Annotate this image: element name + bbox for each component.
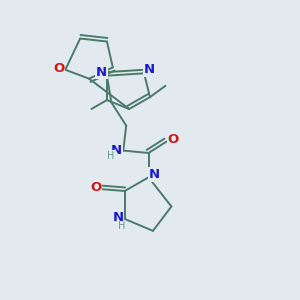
Text: N: N <box>96 66 107 79</box>
Text: O: O <box>53 62 64 75</box>
Text: H: H <box>118 221 125 231</box>
Text: N: N <box>111 143 122 157</box>
Text: N: N <box>149 168 160 181</box>
Text: N: N <box>112 211 124 224</box>
Text: H: H <box>107 151 114 161</box>
Text: N: N <box>144 63 155 76</box>
Text: O: O <box>167 133 178 146</box>
Text: O: O <box>90 181 101 194</box>
